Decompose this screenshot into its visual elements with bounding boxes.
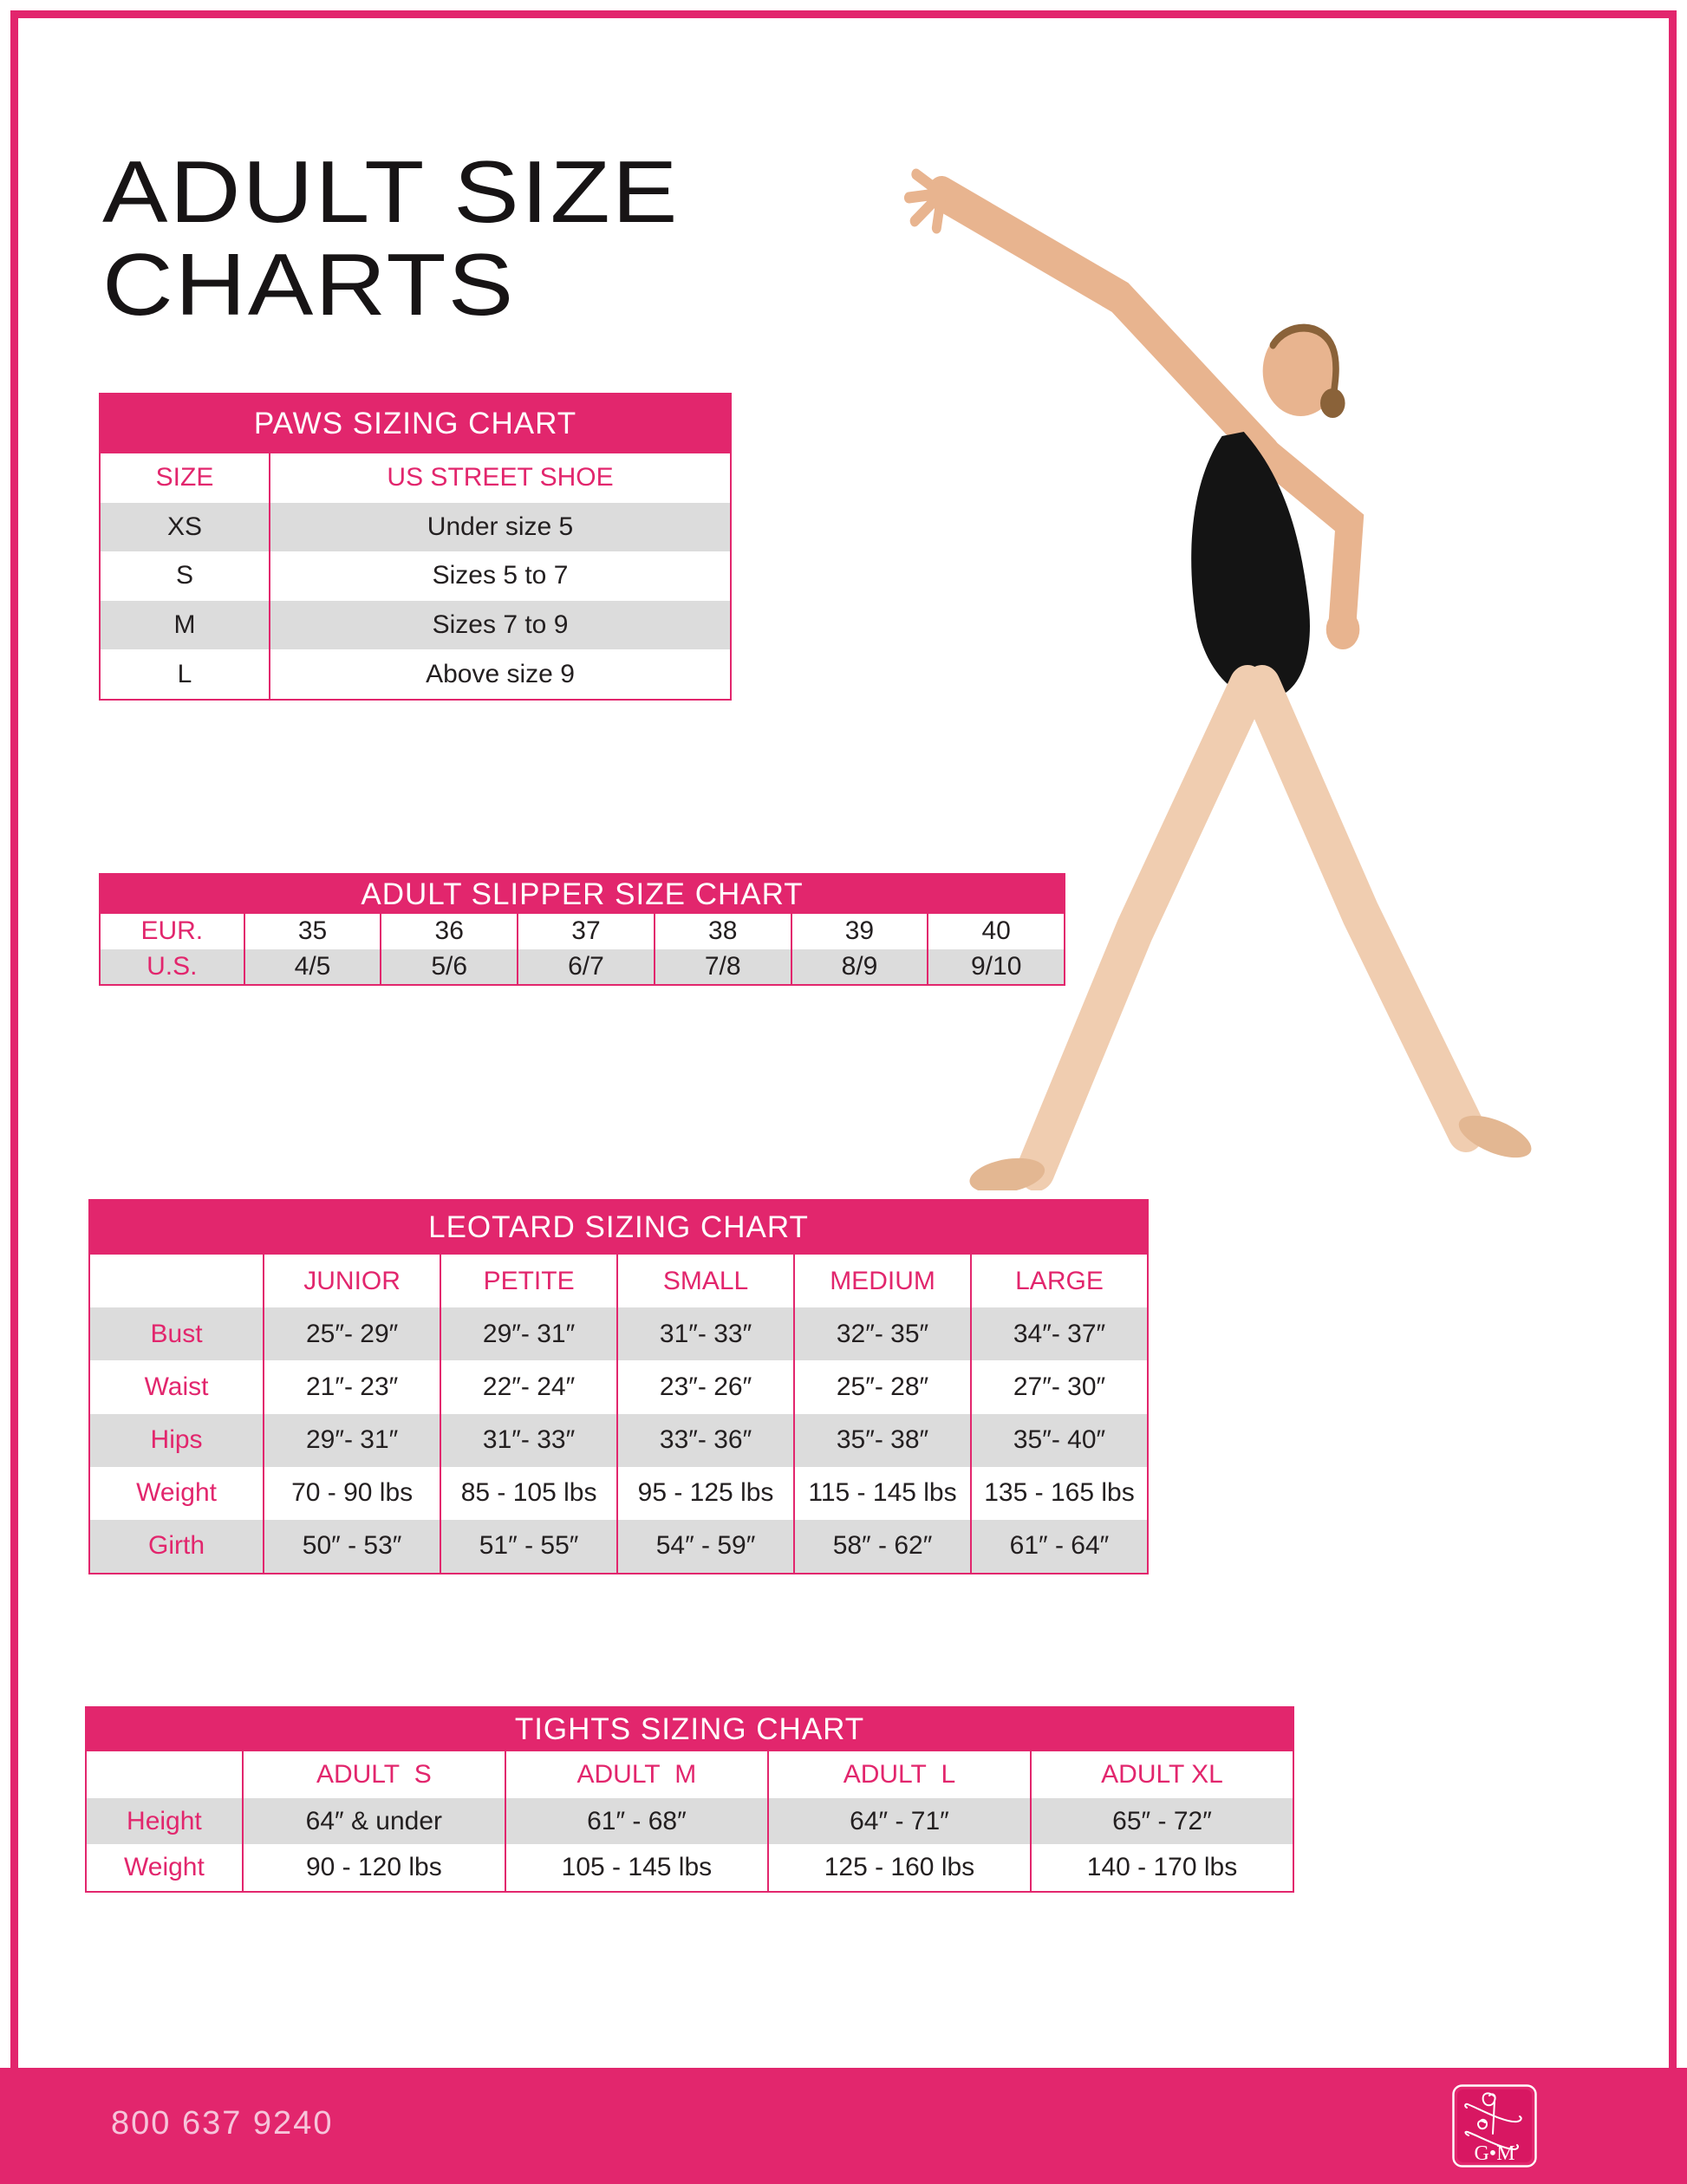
svg-text:G•M: G•M [1474, 2142, 1514, 2165]
